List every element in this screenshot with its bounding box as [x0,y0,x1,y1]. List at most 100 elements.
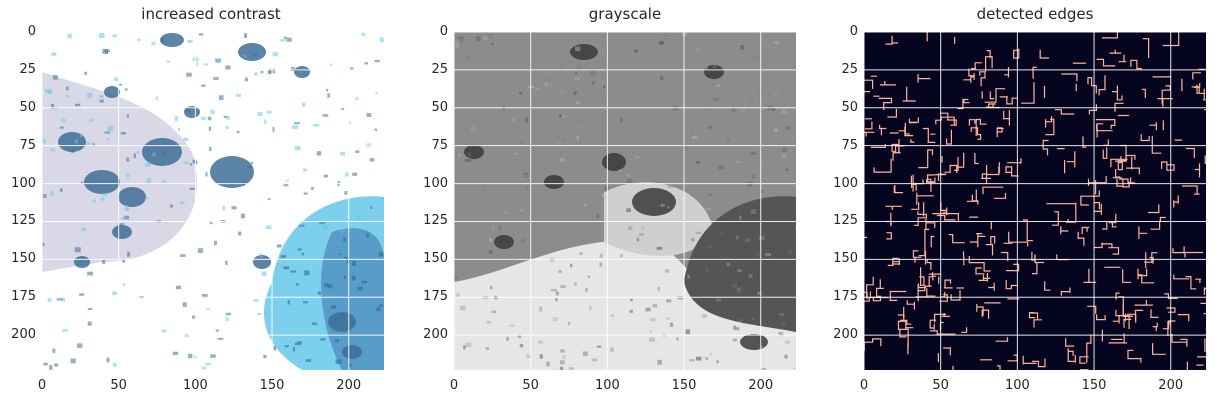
edge-line [917,285,932,292]
texture-speck [660,59,666,63]
texture-speck [486,46,490,51]
texture-speck [59,188,63,192]
edge-line [932,213,959,223]
y-tick-label: 100 [833,175,858,191]
y-tick-label: 25 [841,61,858,77]
texture-speck [695,48,701,52]
texture-speck [322,114,329,117]
texture-speck [559,360,565,365]
edge-line [1185,276,1197,290]
texture-speck [186,72,192,77]
texture-speck [555,291,560,296]
edge-line [985,103,995,108]
y-tick-label: 150 [833,251,858,267]
edge-line [1130,59,1142,70]
edge-line [1079,356,1089,364]
edge-line [1203,88,1206,109]
texture-speck [145,162,151,167]
texture-speck [716,84,721,87]
texture-speck [291,66,295,72]
texture-speck [500,108,504,113]
texture-speck [466,54,469,60]
edge-line [936,214,956,221]
texture-speck [120,132,126,135]
texture-speck [491,43,494,46]
texture-speck [705,64,708,70]
edge-line [986,50,991,59]
edge-line [1094,202,1100,210]
edge-line [1008,231,1029,247]
texture-speck [355,97,359,100]
texture-speck [87,271,93,276]
texture-speck [705,357,709,361]
texture-speck [736,235,739,240]
texture-speck [225,126,229,130]
texture-speck [126,173,130,178]
texture-speck [246,165,253,169]
texture-speck [590,70,596,76]
edge-line [926,259,932,270]
texture-speck [709,352,712,356]
texture-speck [546,361,550,367]
texture-speck [739,209,743,214]
panel-increased-contrast: increased contrast [0,0,384,406]
texture-speck [304,270,310,276]
texture-speck [558,270,562,273]
texture-speck [750,151,756,156]
texture-speck [488,250,493,254]
texture-speck [189,163,192,166]
texture-speck [292,346,296,352]
texture-speck [174,116,178,122]
texture-speck [739,286,743,291]
dark-blob [58,132,86,152]
edge-line [1095,119,1116,129]
edge-line [989,91,995,100]
edge-line [985,56,993,72]
texture-speck [49,365,53,370]
y-tick-label: 75 [841,137,858,153]
y-tick-label: 50 [19,99,36,115]
y-tick-label: 150 [11,251,36,267]
texture-speck [573,91,578,95]
texture-speck [214,240,218,246]
edge-line [873,158,892,173]
x-tick-label: 0 [449,378,459,393]
edge-line [941,313,950,317]
texture-speck [354,216,361,221]
texture-speck [364,62,368,65]
edge-line [886,232,892,240]
y-tick-label: 125 [833,213,858,229]
y-tick-label: 100 [11,175,36,191]
edge-line [865,121,873,130]
texture-speck [626,208,631,213]
texture-speck [489,238,492,242]
texture-speck [545,243,548,246]
texture-speck [197,248,204,253]
texture-speck [787,249,793,254]
texture-speck [576,64,582,70]
texture-speck [657,359,662,365]
edge-line [985,166,1000,184]
texture-speck [695,161,701,164]
texture-speck [718,230,724,235]
texture-speck [286,37,292,42]
texture-speck [611,314,614,317]
edge-line [1052,211,1059,226]
y-tick-label: 200 [11,327,36,343]
texture-speck [773,128,778,133]
edge-line [1161,161,1175,171]
texture-speck [772,107,775,112]
texture-speck [689,359,695,362]
texture-speck [180,254,186,257]
texture-speck [84,71,87,75]
texture-speck [784,141,788,144]
edge-line [975,118,987,136]
texture-speck [653,202,657,208]
texture-speck [781,109,787,114]
texture-speck [759,345,764,349]
texture-speck [253,299,259,302]
texture-speck [582,351,588,356]
texture-speck [188,353,193,359]
x-tick-label: 200 [336,378,362,393]
texture-speck [627,226,633,231]
